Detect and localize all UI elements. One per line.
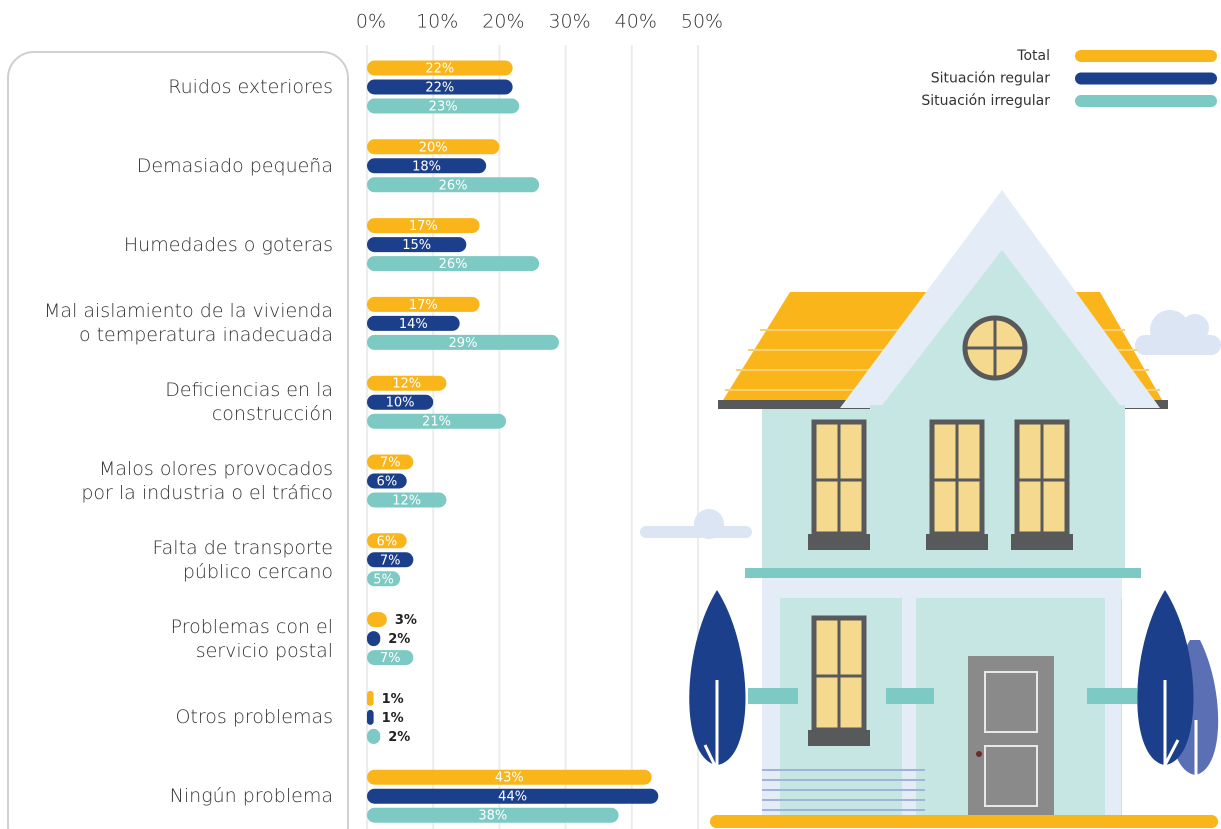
value-label: 26% — [439, 178, 468, 193]
value-label: 22% — [425, 81, 454, 96]
value-label: 17% — [409, 298, 438, 313]
bar — [367, 710, 374, 725]
category-label: Problemas con el servicio postal — [0, 615, 333, 663]
category-label: Deficiencias en la construcción — [0, 378, 333, 426]
legend-label: Situación regular — [931, 71, 1050, 87]
category-label: Otros problemas — [0, 705, 333, 729]
value-label: 2% — [388, 730, 410, 745]
x-tick-label: 10% — [416, 11, 458, 33]
legend-swatch — [1075, 50, 1217, 62]
category-label: Ruidos exteriores — [0, 75, 333, 99]
legend-swatch — [1075, 95, 1217, 107]
bar — [367, 691, 374, 706]
value-label: 20% — [419, 140, 448, 155]
value-label: 23% — [429, 100, 458, 115]
category-label: Humedades o goteras — [0, 233, 333, 257]
value-label: 17% — [409, 219, 438, 234]
category-label: Ningún problema — [0, 784, 333, 808]
value-label: 29% — [449, 336, 478, 351]
value-label: 5% — [373, 572, 394, 587]
x-tick-label: 20% — [482, 11, 524, 33]
legend-swatch — [1075, 73, 1217, 85]
value-label: 7% — [380, 456, 401, 471]
bar — [367, 729, 380, 744]
value-label: 7% — [380, 651, 401, 666]
value-label: 6% — [377, 475, 398, 490]
value-label: 43% — [495, 771, 524, 786]
value-label: 18% — [412, 159, 441, 174]
value-label: 1% — [382, 711, 404, 726]
value-label: 10% — [386, 396, 415, 411]
legend-label: Situación irregular — [921, 93, 1050, 109]
house-illustration — [640, 190, 1221, 828]
value-label: 38% — [478, 809, 507, 824]
x-tick-label: 0% — [356, 11, 386, 33]
value-label: 14% — [399, 317, 428, 332]
value-label: 3% — [395, 613, 417, 628]
value-label: 22% — [425, 62, 454, 77]
value-label: 44% — [498, 790, 527, 805]
x-tick-label: 40% — [615, 11, 657, 33]
bar — [367, 612, 387, 627]
page: 0% 10% 20% 30% 40% 50% 22% 22% 23% 20% 18% 26% 17% 15… — [0, 0, 1221, 829]
category-label: Falta de transporte público cercano — [0, 536, 333, 584]
value-label: 7% — [380, 553, 401, 568]
category-label: Mal aislamiento de la vivienda o tempera… — [0, 299, 333, 347]
legend-label: Total — [1016, 48, 1050, 64]
value-label: 6% — [377, 534, 398, 549]
value-label: 26% — [439, 257, 468, 272]
category-label: Malos olores provocados por la industria… — [0, 457, 333, 505]
category-label: Demasiado pequeña — [0, 154, 333, 178]
value-label: 21% — [422, 415, 451, 430]
value-label: 15% — [402, 238, 431, 253]
value-label: 12% — [392, 494, 421, 509]
value-label: 2% — [388, 632, 410, 647]
x-tick-label: 30% — [548, 11, 590, 33]
value-label: 1% — [382, 692, 404, 707]
x-tick-label: 50% — [681, 11, 723, 33]
value-label: 12% — [392, 377, 421, 392]
bar — [367, 631, 380, 646]
